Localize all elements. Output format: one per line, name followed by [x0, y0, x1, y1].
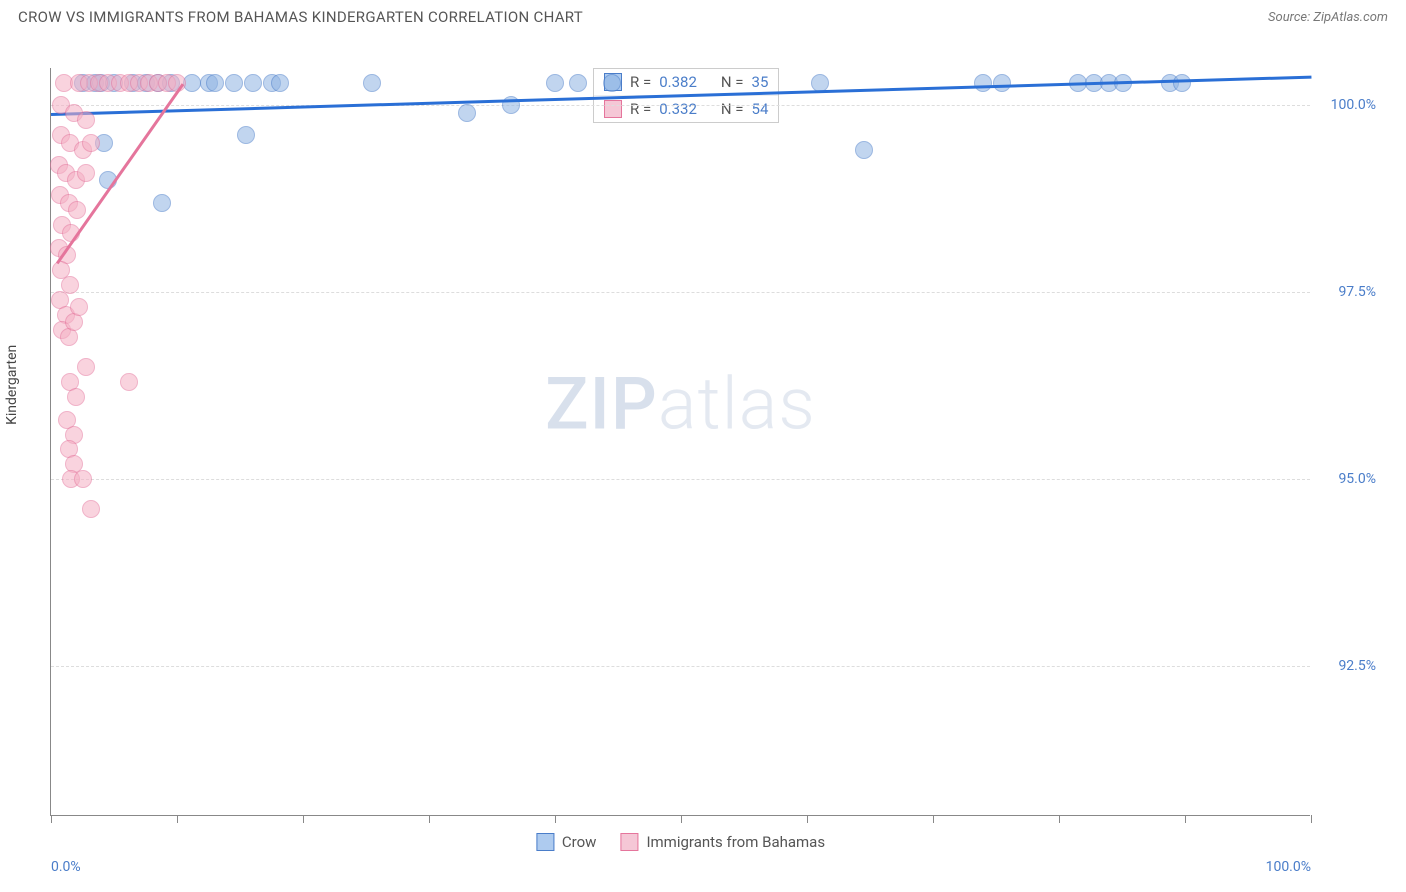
y-axis-label: Kindergarten	[4, 345, 20, 425]
x-tick	[1185, 815, 1186, 823]
data-point	[82, 500, 100, 518]
data-point	[271, 74, 289, 92]
chart-header: CROW VS IMMIGRANTS FROM BAHAMAS KINDERGA…	[0, 0, 1406, 32]
legend-bottom: Crow Immigrants from Bahamas	[536, 833, 825, 851]
data-point	[68, 201, 86, 219]
watermark: ZIPatlas	[545, 362, 816, 447]
legend-inset-row: R = 0.332 N = 54	[594, 96, 778, 122]
x-tick	[933, 815, 934, 823]
swatch-icon	[604, 100, 622, 118]
data-point	[993, 74, 1011, 92]
x-tick-label: 0.0%	[51, 859, 81, 875]
grid-line	[51, 105, 1310, 106]
data-point	[569, 74, 587, 92]
data-point	[237, 126, 255, 144]
data-point	[206, 74, 224, 92]
y-tick-label: 97.5%	[1338, 284, 1376, 300]
chart-title: CROW VS IMMIGRANTS FROM BAHAMAS KINDERGA…	[18, 8, 583, 26]
x-tick	[1059, 815, 1060, 823]
x-tick-label: 100.0%	[1266, 859, 1311, 875]
x-tick	[51, 815, 52, 823]
data-point	[82, 134, 100, 152]
legend-item: Crow	[536, 833, 597, 851]
x-tick	[429, 815, 430, 823]
data-point	[225, 74, 243, 92]
data-point	[546, 74, 564, 92]
data-point	[363, 74, 381, 92]
data-point	[458, 104, 476, 122]
y-tick-label: 95.0%	[1338, 471, 1376, 487]
data-point	[244, 74, 262, 92]
data-point	[77, 111, 95, 129]
grid-line	[51, 479, 1310, 480]
data-point	[74, 470, 92, 488]
grid-line	[51, 666, 1310, 667]
data-point	[1173, 74, 1191, 92]
y-tick-label: 92.5%	[1338, 658, 1376, 674]
data-point	[67, 388, 85, 406]
data-point	[855, 141, 873, 159]
swatch-icon	[536, 833, 554, 851]
chart-source: Source: ZipAtlas.com	[1268, 10, 1388, 25]
y-tick-label: 100.0%	[1331, 97, 1376, 113]
chart-container: Kindergarten ZIPatlas R = 0.382 N = 35 R…	[18, 40, 1388, 874]
x-tick	[555, 815, 556, 823]
grid-line	[51, 292, 1310, 293]
data-point	[603, 74, 621, 92]
x-tick	[681, 815, 682, 823]
plot-area: ZIPatlas R = 0.382 N = 35 R = 0.332 N = …	[50, 68, 1310, 816]
legend-label: Immigrants from Bahamas	[646, 833, 825, 851]
data-point	[77, 164, 95, 182]
x-tick	[807, 815, 808, 823]
data-point	[70, 298, 88, 316]
x-tick	[177, 815, 178, 823]
legend-label: Crow	[562, 833, 597, 851]
data-point	[77, 358, 95, 376]
data-point	[974, 74, 992, 92]
data-point	[153, 194, 171, 212]
data-point	[120, 373, 138, 391]
swatch-icon	[620, 833, 638, 851]
legend-item: Immigrants from Bahamas	[620, 833, 825, 851]
x-tick	[303, 815, 304, 823]
x-tick	[1311, 815, 1312, 823]
